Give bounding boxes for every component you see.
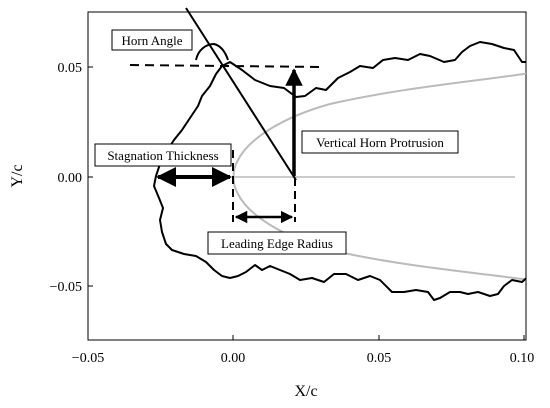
stagnation-thickness-annotation: Stagnation Thickness [94, 143, 232, 167]
plot-frame [87, 11, 527, 341]
vertical-horn-protrusion-annotation: Vertical Horn Protrusion [301, 130, 459, 154]
horn-angle-label: Horn Angle [121, 33, 182, 48]
horn-angle-reference-line [129, 64, 323, 68]
horn-angle-annotation: Horn Angle [111, 29, 193, 51]
x-tick-label-neg005: −0.05 [72, 351, 104, 366]
y-tick-label-005: 0.05 [58, 61, 83, 76]
x-axis-label: X/c [294, 383, 317, 400]
x-axis-ticks [87, 335, 525, 340]
horn-tip-outline [195, 42, 229, 61]
stagnation-thickness-label: Stagnation Thickness [107, 148, 218, 163]
y-tick-label-neg005: −0.05 [50, 280, 82, 295]
ice-shape-outline [153, 41, 526, 301]
vertical-horn-protrusion-label: Vertical Horn Protrusion [316, 135, 444, 150]
x-tick-label-000: 0.00 [221, 351, 246, 366]
y-axis-ticks [88, 66, 93, 287]
horn-angle-slant-line [185, 7, 297, 181]
y-axis-label: Y/c [9, 164, 26, 187]
x-tick-label-005: 0.05 [367, 351, 392, 366]
leading-edge-radius-label: Leading Edge Radius [221, 236, 333, 251]
y-tick-label-000: 0.00 [58, 171, 83, 186]
leading-edge-radius-annotation: Leading Edge Radius [207, 231, 347, 255]
x-tick-label-010: 0.10 [510, 351, 535, 366]
